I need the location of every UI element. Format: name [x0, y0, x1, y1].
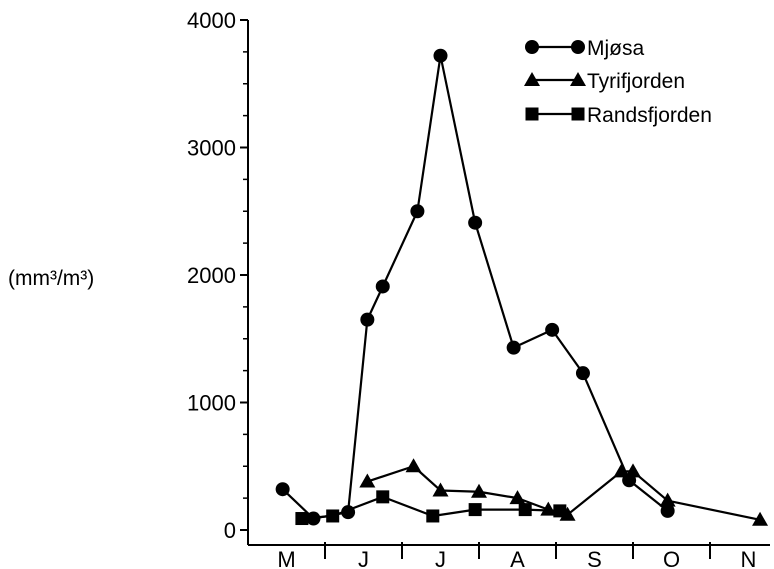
legend-label: Randsfjorden — [587, 104, 712, 127]
data-point-triangle — [509, 490, 526, 505]
data-point-circle — [375, 279, 390, 294]
data-point-circle — [360, 312, 375, 327]
data-point-triangle — [405, 458, 422, 473]
data-point-triangle — [432, 482, 449, 497]
data-point-square — [525, 107, 539, 121]
data-point-square — [518, 503, 532, 517]
x-tick-label: M — [277, 547, 295, 569]
data-point-triangle — [570, 72, 586, 86]
data-point-circle — [468, 215, 483, 230]
data-point-square — [326, 509, 340, 523]
series-layer — [275, 48, 769, 526]
data-point-triangle — [625, 463, 641, 478]
data-point-circle — [525, 40, 539, 54]
x-tick-label: S — [587, 547, 602, 569]
x-tick-label: J — [358, 547, 369, 569]
data-point-square — [468, 503, 482, 517]
data-point-circle — [433, 48, 448, 63]
data-point-square — [571, 107, 585, 121]
data-point-circle — [410, 204, 425, 219]
legend-label: Mjøsa — [587, 37, 644, 60]
data-point-square — [295, 512, 309, 526]
y-tick-label: 2000 — [187, 263, 236, 288]
data-point-square — [553, 504, 567, 518]
axes: 0 1000 2000 3000 4000 M J J A S O N — [187, 8, 770, 569]
x-tick-label: J — [435, 547, 446, 569]
data-point-circle — [575, 366, 590, 381]
x-tick-label: N — [741, 547, 757, 569]
data-point-circle — [571, 40, 585, 54]
legend-label: Tyrifjorden — [587, 70, 685, 93]
data-point-triangle — [659, 492, 676, 507]
x-tick-label: O — [663, 547, 680, 569]
data-point-circle — [545, 322, 560, 337]
y-tick-label: 1000 — [187, 391, 236, 416]
data-point-circle — [506, 340, 521, 355]
data-point-triangle — [524, 72, 540, 86]
data-point-triangle — [540, 501, 557, 516]
y-tick-label: 0 — [224, 518, 236, 543]
data-point-triangle — [471, 483, 487, 498]
data-point-triangle — [359, 473, 376, 488]
x-tick-label: A — [510, 547, 525, 569]
data-point-circle — [660, 503, 675, 518]
y-axis-label: (mm³/m³) — [8, 267, 94, 290]
data-point-square — [426, 509, 440, 523]
data-point-triangle — [752, 511, 769, 526]
series — [295, 490, 567, 526]
data-point-circle — [275, 482, 290, 497]
data-point-triangle — [613, 463, 630, 478]
legend: Mjøsa Tyrifjorden Randsfjorden — [524, 37, 712, 127]
y-tick-label: 4000 — [187, 8, 236, 33]
y-tick-label: 3000 — [187, 136, 236, 161]
data-point-square — [376, 490, 390, 504]
